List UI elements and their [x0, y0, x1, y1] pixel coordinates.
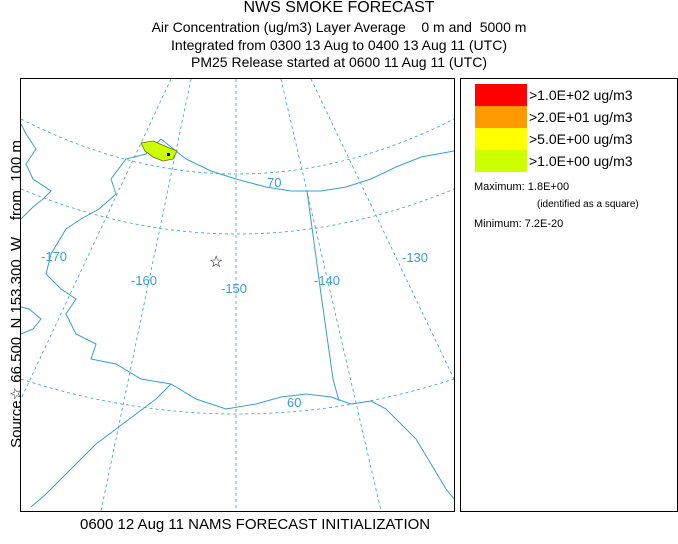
siberia-coast-west: [21, 306, 42, 335]
release-start-line: PM25 Release started at 0600 11 Aug 11 (…: [191, 54, 487, 70]
maximum-note: (identified as a square): [537, 199, 639, 210]
legend-swatch-1: [475, 150, 527, 172]
maximum-square-marker: [167, 153, 170, 156]
aleutian-chain: [30, 383, 172, 508]
latitude-line-75: [21, 118, 454, 175]
latitude-line-70: [21, 188, 454, 235]
integration-period-line: Integrated from 0300 13 Aug to 0400 13 A…: [171, 37, 507, 53]
source-star-icon: ☆: [209, 254, 223, 271]
lat-label-60: 60: [287, 395, 301, 410]
latitude-grid: [21, 118, 454, 415]
map-title: NWS SMOKE FORECAST: [243, 0, 435, 16]
lat-label-70: 70: [267, 175, 281, 190]
lon-label-150: -150: [221, 281, 247, 296]
north-slope-coast: [160, 138, 454, 192]
longitude-line-140: [280, 79, 382, 511]
lon-label-130: -130: [402, 250, 428, 265]
maximum-value: Maximum: 1.8E+00: [474, 181, 570, 193]
legend-swatch-100: [475, 84, 527, 106]
forecast-initialization: 0600 12 Aug 11 NAMS FORECAST INITIALIZAT…: [80, 516, 431, 533]
lon-label-160: -160: [131, 273, 157, 288]
minimum-value: Minimum: 7.2E-20: [474, 218, 564, 230]
alaska-coastline: [45, 138, 454, 500]
longitude-line-130: [310, 79, 454, 380]
canada-border: [306, 190, 340, 402]
lon-label-140: -140: [314, 273, 340, 288]
legend-label-20: >2.0E+01 ug/m3: [529, 109, 633, 125]
lon-label-170: -170: [41, 249, 67, 264]
longitude-line-170: [21, 79, 172, 400]
smoke-plume: [140, 140, 178, 162]
legend-label-5: >5.0E+00 ug/m3: [529, 131, 633, 147]
legend-label-1: >1.0E+00 ug/m3: [529, 153, 633, 169]
alaska-map: -170 -160 -150 -140 -130 70 60 ☆: [21, 79, 454, 511]
siberia-coast: [21, 123, 52, 220]
legend-label-100: >1.0E+02 ug/m3: [529, 87, 633, 103]
latitude-line-60: [21, 378, 454, 415]
legend-panel: >1.0E+02 ug/m3 >2.0E+01 ug/m3 >5.0E+00 u…: [460, 78, 678, 512]
map-panel: -170 -160 -150 -140 -130 70 60 ☆: [20, 78, 455, 512]
concentration-line: Air Concentration (ug/m3) Layer Average …: [151, 19, 527, 35]
legend-swatch-5: [475, 128, 527, 150]
legend-swatch-20: [475, 106, 527, 128]
